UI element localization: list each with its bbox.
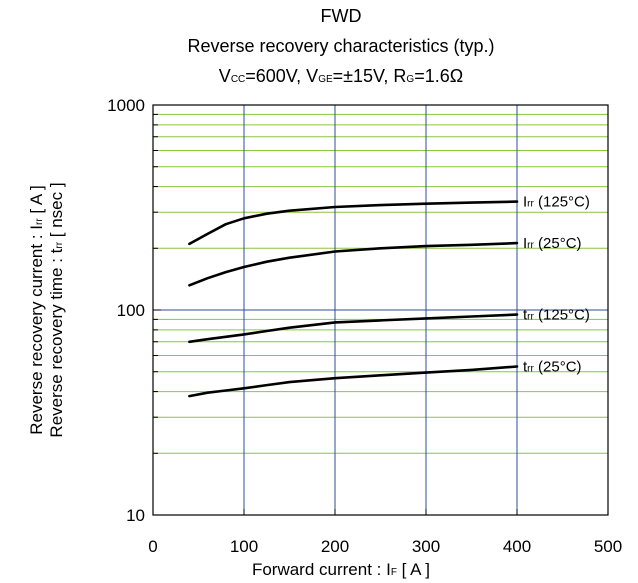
- rg-symbol: R: [393, 66, 406, 86]
- series-line: [188, 365, 519, 398]
- y-axis-label-time-subscript: rr: [54, 241, 65, 248]
- x-tick-label: 400: [503, 537, 531, 556]
- series-label-condition: (125°C): [534, 194, 590, 211]
- x-tick-label: 300: [412, 537, 440, 556]
- y-axis-label-time-unit: [ nsec ]: [47, 182, 66, 242]
- x-tick-label: 0: [148, 537, 157, 556]
- y-axis-label-time: Reverse recovery time : trr [ nsec ]: [47, 182, 66, 437]
- x-tick-label: 100: [230, 537, 258, 556]
- series-label-symbol: I: [523, 194, 527, 211]
- series-label: trr (25°C): [523, 359, 582, 376]
- series-label: Irr (125°C): [523, 194, 590, 211]
- vge-value: =±15V,: [333, 66, 394, 86]
- rg-value: =1.6Ω: [414, 66, 463, 86]
- vcc-subscript: CC: [231, 74, 245, 85]
- series-label: trr (125°C): [523, 307, 590, 324]
- x-axis-label-text: Forward current : I: [252, 560, 391, 579]
- series-label-condition: (25°C): [534, 359, 582, 376]
- y-tick-label: 1000: [107, 96, 145, 115]
- vge-subscript: GE: [318, 74, 333, 85]
- series-line: [188, 241, 519, 287]
- rg-subscript: G: [406, 74, 414, 85]
- series-label: Irr (25°C): [523, 235, 582, 252]
- y-axis-label-time-text: Reverse recovery time : t: [47, 248, 66, 437]
- x-axis-label-subscript: F: [391, 567, 397, 578]
- y-axis-label-current-text: Reverse recovery current : I: [27, 225, 46, 435]
- series-label-condition: (125°C): [534, 307, 590, 324]
- y-tick-label: 10: [126, 506, 145, 525]
- series-line: [188, 200, 519, 246]
- series-label-symbol: t: [523, 307, 528, 324]
- x-tick-label: 200: [321, 537, 349, 556]
- vcc-value: =600V,: [245, 66, 306, 86]
- y-tick-label: 100: [117, 301, 145, 320]
- chart-conditions: VCC=600V, VGE=±15V, RG=1.6Ω: [219, 66, 463, 86]
- y-axis-label-current-unit: [ A ]: [27, 185, 46, 218]
- x-tick-label: 500: [594, 537, 622, 556]
- x-axis-label-unit: [ A ]: [397, 560, 430, 579]
- y-axis-label-current-subscript: rr: [34, 218, 45, 225]
- vge-symbol: V: [306, 66, 318, 86]
- series-label-symbol: I: [523, 235, 527, 252]
- y-axis-label-current: Reverse recovery current : Irr [ A ]: [27, 185, 46, 435]
- series-label-subscript: rr: [527, 364, 534, 375]
- chart-title: FWD: [321, 6, 362, 26]
- series-label-subscript: rr: [527, 312, 534, 323]
- vcc-symbol: V: [219, 66, 231, 86]
- series-label-condition: (25°C): [534, 235, 582, 252]
- plot-frame: [152, 104, 609, 516]
- x-axis-label: Forward current : IF [ A ]: [252, 560, 430, 579]
- series-line: [188, 313, 519, 344]
- chart-subtitle: Reverse recovery characteristics (typ.): [187, 36, 494, 56]
- series-label-subscript: rr: [527, 240, 534, 251]
- series-label-symbol: t: [523, 359, 528, 376]
- series-label-subscript: rr: [527, 199, 534, 210]
